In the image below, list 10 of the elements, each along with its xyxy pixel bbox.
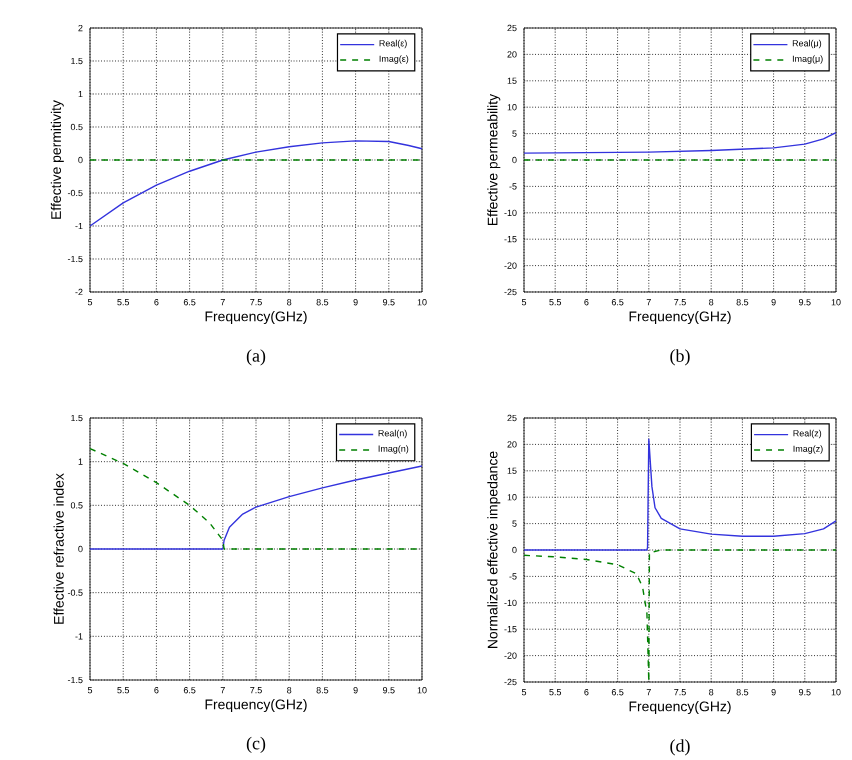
line-series [523,131,837,154]
text: (d) [670,739,690,756]
line-series [523,438,837,551]
text: (c) [246,736,266,754]
line-series [89,140,423,227]
line-series [89,447,423,550]
text: (b) [670,349,690,366]
text: (a) [246,349,266,366]
line-series [523,549,837,683]
line-series [89,465,423,550]
